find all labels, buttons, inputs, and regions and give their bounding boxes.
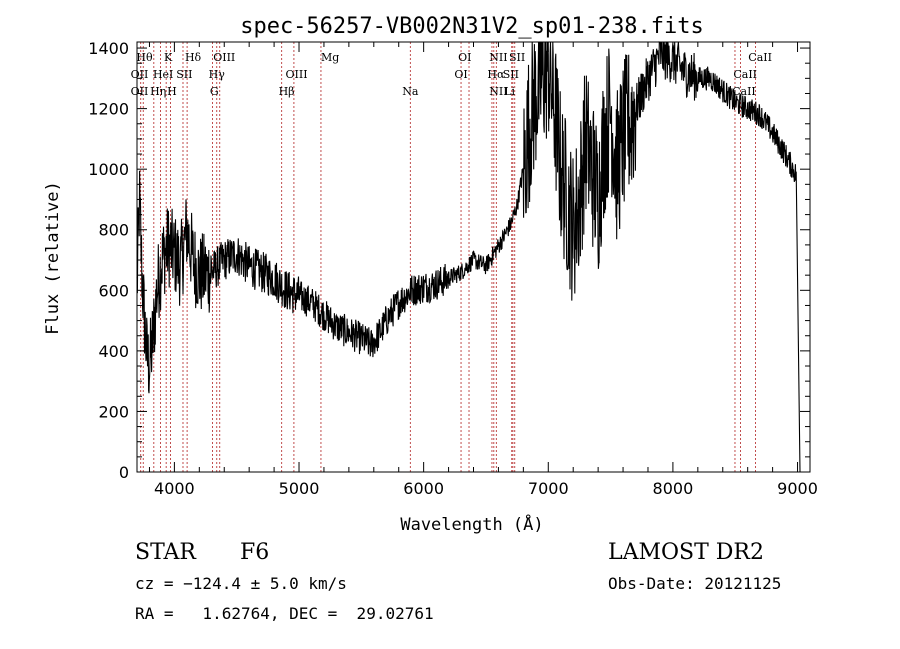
redshift-velocity: cz = −124.4 ± 5.0 km/s [135,574,347,593]
line-label-1-0: OII [131,68,149,81]
line-label-1-2: SII [176,68,192,81]
chart-title: spec-56257-VB002N31V2_sp01-238.fits [240,14,704,39]
x-axis-label: Wavelength (Å) [400,513,543,535]
x-tick-label-4000: 4000 [154,479,195,498]
y-tick-label-1000: 1000 [88,160,129,179]
y-tick-label-400: 400 [98,342,129,361]
line-label-1-3: Hγ [209,68,226,81]
line-label-0-0: Hθ [136,51,153,64]
line-label-2-0: OII [131,85,149,98]
line-label-2-7: Li [504,85,515,98]
line-label-2-1: Hη [150,85,166,98]
observation-date: Obs-Date: 20121125 [608,574,782,593]
line-label-0-7: SII [509,51,525,64]
y-tick-label-600: 600 [98,281,129,300]
x-axis-ticks: 4000 5000 6000 7000 8000 9000 [148,42,818,498]
y-tick-label-0: 0 [119,463,129,482]
object-subclass: F6 [240,540,270,565]
line-label-0-3: OIII [213,51,235,64]
line-label-1-8: CaII [733,68,757,81]
line-label-1-5: OI [454,68,467,81]
y-axis-ticks: 0 200 400 600 800 1000 1200 1400 [88,39,810,482]
line-label-0-5: OI [458,51,471,64]
x-tick-label-9000: 9000 [777,479,818,498]
y-tick-label-800: 800 [98,221,129,240]
y-axis-label: Flux (relative) [43,181,63,335]
line-label-1-7: SII [503,68,519,81]
y-tick-label-200: 200 [98,402,129,421]
line-label-2-2: H [167,85,177,98]
x-tick-label-6000: 6000 [403,479,444,498]
line-label-1-6: Hα [487,68,505,81]
line-label-0-6: NII [489,51,507,64]
survey-name: LAMOST DR2 [608,540,764,565]
spectrum-line [136,41,801,473]
line-label-0-2: Hδ [185,51,202,64]
line-label-2-8: CaII [732,85,756,98]
line-label-1-4: OIII [285,68,307,81]
line-label-2-6: NII [489,85,507,98]
line-label-2-3: G [210,85,219,98]
y-tick-label-1400: 1400 [88,39,129,58]
object-class: STAR [135,540,196,565]
x-tick-label-5000: 5000 [279,479,320,498]
line-label-1-1: HeI [153,68,173,81]
line-label-2-4: Hβ [279,85,295,98]
line-label-0-8: CaII [748,51,772,64]
x-tick-label-8000: 8000 [653,479,694,498]
line-label-0-1: K [164,51,173,64]
x-tick-label-7000: 7000 [528,479,569,498]
sky-coordinates: RA = 1.62764, DEC = 29.02761 [135,604,434,623]
line-label-2-5: Na [402,85,419,98]
y-tick-label-1200: 1200 [88,100,129,119]
line-label-0-4: Mg [321,51,339,64]
